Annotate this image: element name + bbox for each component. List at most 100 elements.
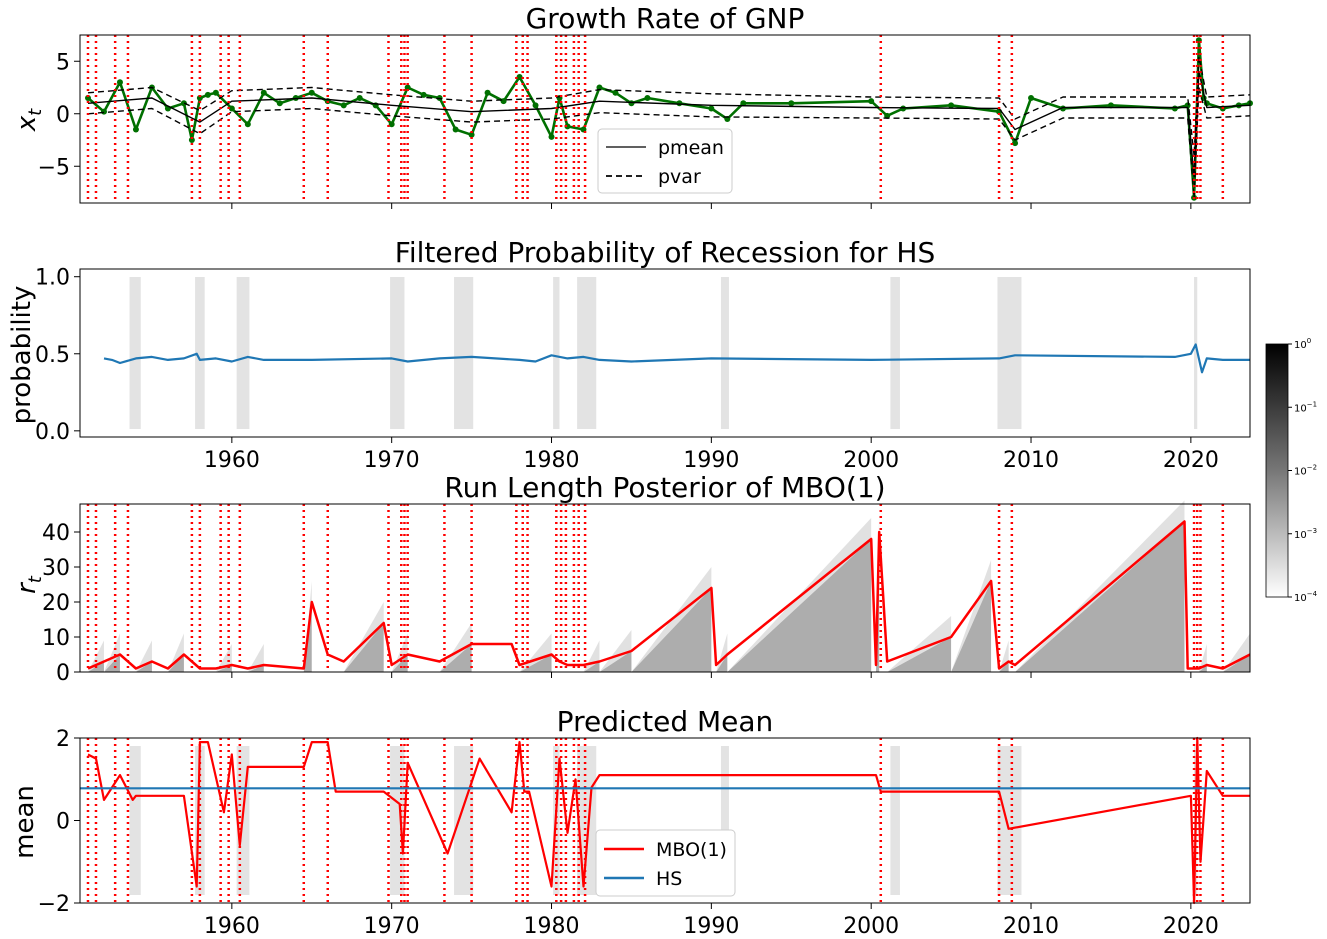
posterior-tail [135,640,152,672]
posterior-mass [247,665,264,672]
observed-point [260,89,267,96]
xtick-label: 1980 [524,448,580,473]
recession-band [454,746,474,895]
observed-point [1012,140,1019,147]
posterior-tail [1015,500,1185,672]
recession-band [553,277,560,429]
recession-band [1194,277,1198,429]
observed-point [468,131,475,138]
panel-runlength-changepoints [86,504,1225,672]
recession-band [890,277,900,429]
observed-point [484,89,491,96]
recession-band [454,277,474,429]
legend-hs-label: HS [656,868,682,890]
recession-band [577,746,597,895]
series-mbo1 [87,736,1250,905]
xtick-label: 2000 [843,914,899,939]
xtick-label: 2010 [1003,448,1059,473]
observed-point [644,95,651,101]
observed-point [244,121,251,128]
colorbar-tick-label: 100 [1294,337,1311,351]
observed-point [116,79,123,86]
observed-point [276,100,283,107]
panel-gnp-title: Growth Rate of GNP [526,2,805,35]
xtick-label: 2020 [1163,914,1219,939]
observed-point [228,105,235,112]
panel-gnp: Growth Rate of GNP −5 0 5 xt pmean pvar [12,2,1253,209]
series-pmean [87,71,1251,178]
observed-point [788,100,795,107]
observed-point [420,91,427,98]
posterior-mass [599,651,632,672]
panel-probability-yticks: 0.0 0.5 1.0 [35,266,80,445]
legend-pvar-label: pvar [658,166,701,188]
panel-gnp-legend: pmean pvar [597,128,733,194]
posterior-tail [599,630,632,672]
panel-gnp-series [84,37,1253,201]
observed-point [708,105,715,112]
observed-point [500,98,507,105]
panel-probability: Filtered Probability of Recession for HS… [7,236,1251,473]
observed-point [212,89,219,96]
recession-band [129,277,141,429]
posterior-tail [951,560,992,672]
recession-band [129,746,141,895]
observed-point [1028,95,1035,101]
xtick-label: 2010 [1003,914,1059,939]
observed-point [740,100,747,107]
ytick-label: −2 [38,892,70,917]
observed-point [452,126,459,133]
posterior-tail [631,567,712,672]
recession-band [997,746,1022,895]
recession-band [195,746,205,895]
observed-point [132,126,139,133]
posterior-tail [167,633,184,672]
panel-runlength-axes [79,503,1251,673]
ytick-label: 0 [56,661,70,686]
series-observed-x_t [87,38,1251,200]
panel-gnp-changepoints [86,35,1225,203]
posterior-tail [1222,633,1250,672]
posterior-mass [727,539,872,672]
observed-point [196,95,203,101]
posterior-tail [439,623,472,672]
posterior-tail [103,633,120,672]
ytick-label: 20 [42,591,70,616]
observed-point [204,91,211,98]
panel-mean-yticks: −2 0 2 [38,727,80,917]
xtick-label: 1960 [204,448,260,473]
panel-probability-recessions [129,277,1198,429]
ytick-label: 30 [42,556,70,581]
ytick-label: 0 [56,103,70,128]
panel-runlength: Run Length Posterior of MBO(1) 0 10 20 30 40… [12,471,1251,686]
observed-point [548,133,555,140]
xtick-label: 2020 [1163,448,1219,473]
panel-probability-series [103,343,1250,374]
observed-point [532,102,539,109]
panel-probability-ylabel: probability [7,286,37,425]
xtick-label: 1980 [524,914,580,939]
posterior-mass [343,623,384,672]
panel-gnp-ylabel: xt [12,108,46,132]
panel-gnp-yticks: −5 0 5 [38,50,1192,209]
observed-point [884,112,891,119]
observed-point [388,121,395,128]
observed-point [516,74,523,80]
legend-mbo-label: MBO(1) [656,839,727,861]
ytick-label: 0 [56,810,70,835]
series-hs-probability [103,343,1250,374]
observed-point [308,89,315,96]
posterior-tail [716,633,728,672]
series-pvar-upper [87,55,1251,157]
posterior-mass [631,588,712,672]
posterior-tail [887,616,952,672]
observed-point [180,100,187,107]
panel-runlength-heatmap [87,500,1250,672]
colorbar-tick-label: 10−4 [1294,590,1318,604]
ytick-label: 10 [42,626,70,651]
ytick-label: 2 [56,727,70,752]
series-map-run-length [87,520,1251,670]
colorbar-tick-label: 10−1 [1294,400,1317,414]
recession-band [195,277,205,429]
